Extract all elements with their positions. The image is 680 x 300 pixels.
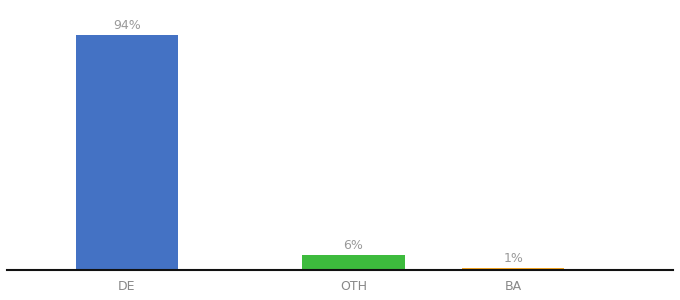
Text: 6%: 6% [343, 239, 363, 252]
Text: 1%: 1% [503, 252, 523, 265]
Bar [462, 268, 564, 270]
Bar [75, 34, 178, 270]
Text: 94%: 94% [113, 19, 141, 32]
Bar [302, 255, 405, 270]
